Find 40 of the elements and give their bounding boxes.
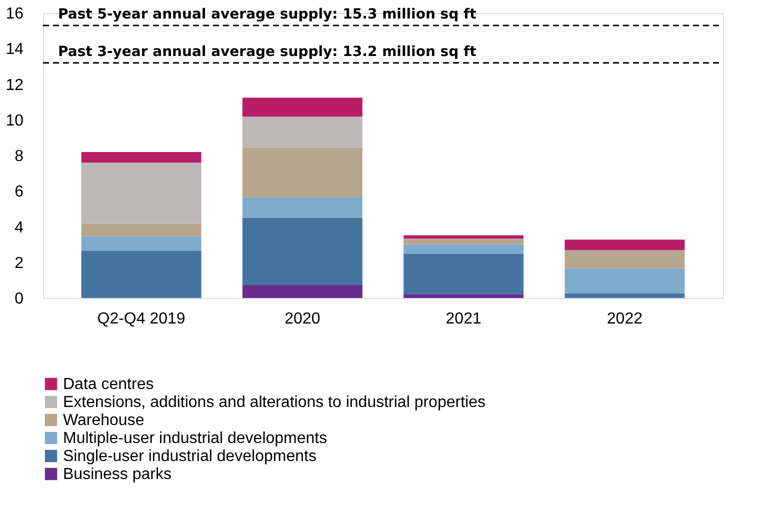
bar	[564, 250, 685, 268]
legend-label: Data centres	[63, 376, 154, 393]
ref-line-label: Past 3-year annual average supply: 13.2 million sq ft	[58, 44, 477, 60]
legend-label: Multiple-user industrial developments	[63, 430, 328, 447]
bar	[81, 152, 202, 163]
y-tick-label: 12	[6, 76, 24, 94]
legend-label: Extensions, additions and alterations to industrial properties	[63, 394, 486, 411]
x-tick-label: 2020	[284, 310, 320, 328]
y-tick-label: 10	[6, 112, 24, 130]
bar	[81, 224, 202, 236]
bar	[404, 238, 524, 244]
x-tick-label: Q2-Q4 2019	[97, 310, 186, 328]
bar	[81, 236, 202, 251]
bar	[242, 98, 362, 117]
y-tick-label: 4	[14, 219, 24, 236]
y-tick-label: 6	[14, 184, 24, 201]
bar	[81, 250, 202, 298]
y-tick-label: 0	[14, 290, 24, 308]
y-tick-label: 2	[14, 254, 24, 272]
y-tick-label: 8	[14, 148, 24, 165]
bar	[404, 294, 524, 298]
bar	[242, 284, 362, 298]
legend-label: Business parks	[63, 466, 172, 483]
bar	[81, 162, 202, 224]
bar	[242, 197, 362, 218]
y-tick-label: 16	[6, 6, 24, 22]
ref-line-label: Past 5-year annual average supply: 15.3 million sq ft	[58, 6, 477, 22]
bar	[242, 116, 362, 148]
x-tick-label: 2022	[606, 310, 643, 328]
bar	[564, 240, 685, 250]
legend-label: Warehouse	[63, 412, 144, 429]
bar	[242, 148, 362, 198]
bar	[242, 218, 362, 285]
y-tick-label: 14	[6, 41, 24, 58]
bar	[404, 254, 524, 294]
x-tick-label: 2021	[446, 310, 482, 328]
legend-label: Single-user industrial developments	[63, 448, 316, 465]
bar	[564, 268, 685, 294]
bar	[404, 244, 524, 254]
bar	[564, 293, 685, 298]
